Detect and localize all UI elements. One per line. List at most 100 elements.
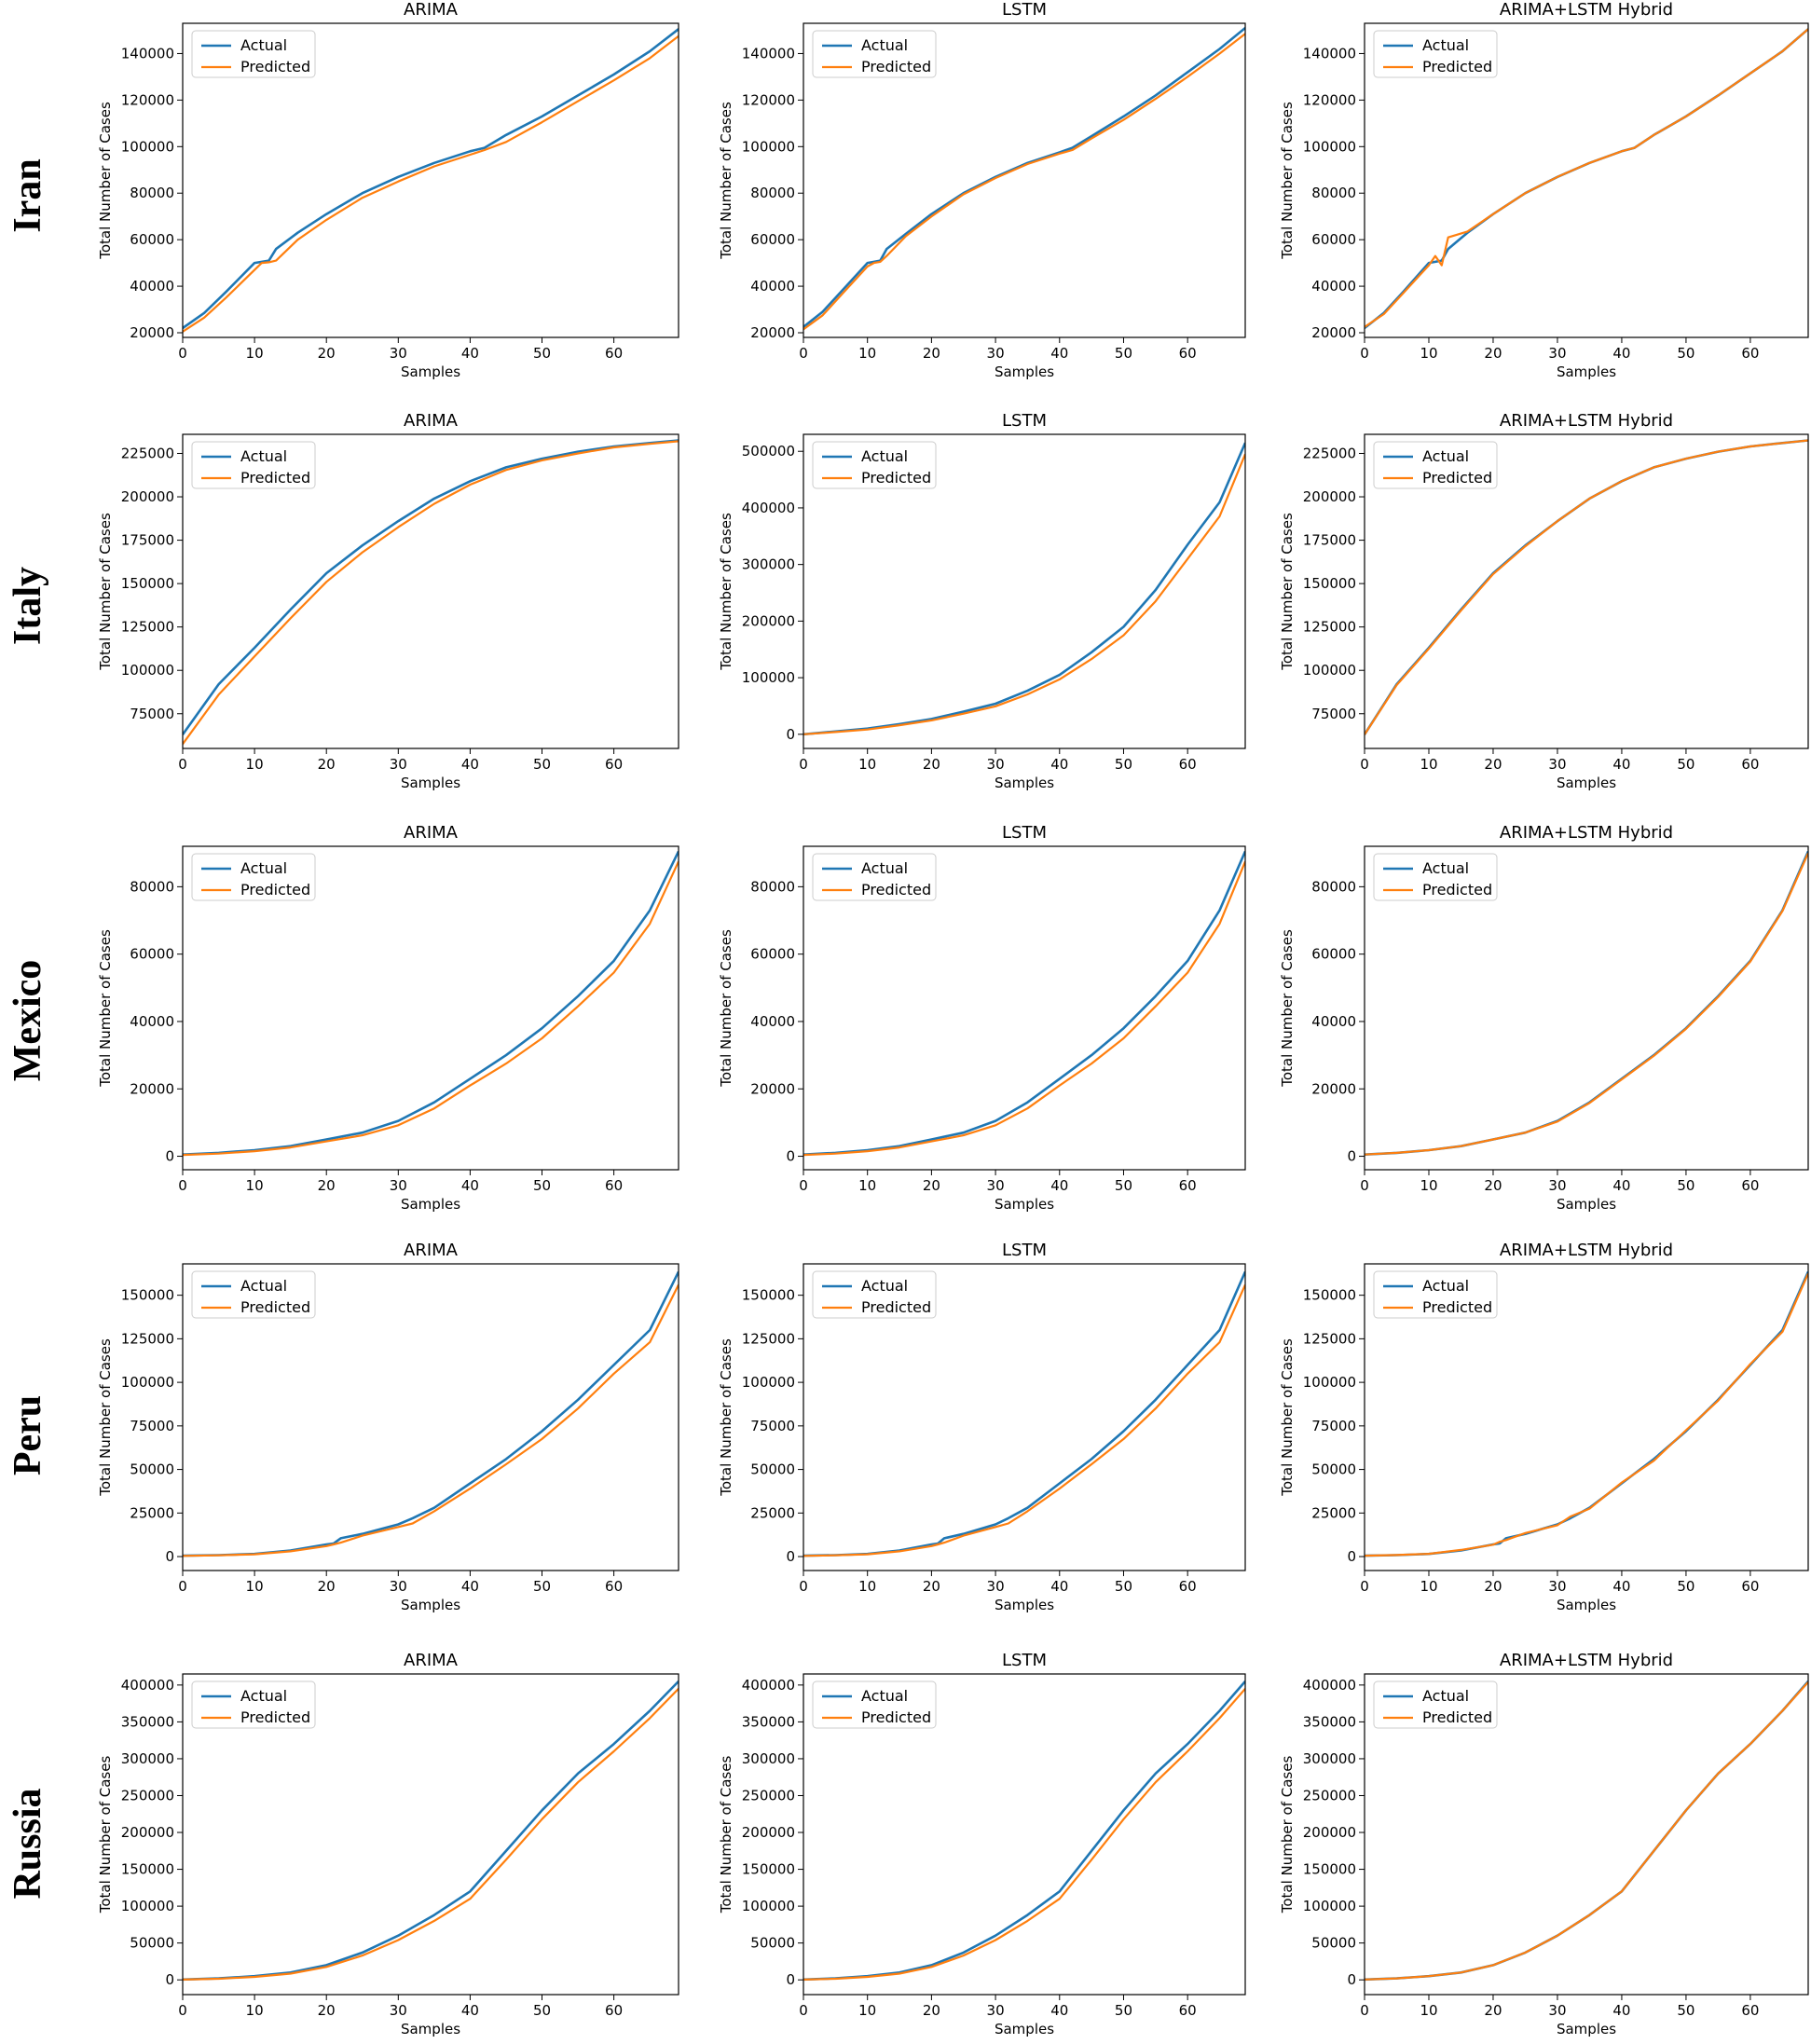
- panel-italy-arima-lstm-hybrid: ARIMA+LSTM Hybrid 0 10 20 30 40 50 60 75000 10000…: [1279, 411, 1809, 791]
- panel-peru-arima-lstm-hybrid-ytick-label: 75000: [1311, 1418, 1356, 1434]
- panel-russia-arima-ylabel: Total Number of Cases: [97, 1756, 114, 1914]
- panel-peru-arima-lstm-hybrid-ylabel: Total Number of Cases: [1279, 1338, 1296, 1497]
- panel-iran-arima-lstm-hybrid-legend-label-predicted: Predicted: [1422, 58, 1492, 75]
- panel-mexico-lstm-series-actual: [803, 850, 1245, 1156]
- panel-peru-arima-series-predicted: [183, 1283, 679, 1557]
- panel-iran-arima-frame: [182, 22, 679, 338]
- panel-italy-arima-lstm-hybrid-title: ARIMA+LSTM Hybrid: [1500, 411, 1673, 431]
- panel-italy-arima-ytick-label: 225000: [121, 445, 174, 461]
- panel-mexico-arima-ytick-label: 80000: [130, 878, 174, 895]
- panel-mexico-lstm-ytick-label: 0: [786, 1148, 795, 1165]
- panel-mexico-arima-xtick-label: 0: [178, 1177, 187, 1194]
- panel-russia-lstm-ylabel: Total Number of Cases: [718, 1756, 734, 1914]
- panel-russia-lstm: LSTM 0 10 20 30 40 50 60 0 50000 100000 150000 20000…: [718, 1651, 1246, 2037]
- panel-peru-arima-xtick-label: 50: [533, 1578, 551, 1595]
- panel-mexico-arima-lstm-hybrid-ytick-label: 20000: [1311, 1080, 1356, 1097]
- panel-iran-lstm-ytick-label: 20000: [750, 324, 795, 341]
- panel-mexico-lstm-xtick-label: 50: [1115, 1177, 1132, 1194]
- panel-peru-arima-lstm-hybrid-legend-label-predicted: Predicted: [1422, 1298, 1492, 1316]
- panel-mexico-lstm-xtick-label: 20: [923, 1177, 940, 1194]
- panel-peru-arima-title: ARIMA: [404, 1241, 459, 1260]
- panel-italy-arima-ytick-label: 200000: [121, 488, 174, 505]
- panel-iran-arima-xtick-label: 0: [178, 345, 187, 362]
- panel-peru-arima-lstm-hybrid-xtick-label: 10: [1420, 1578, 1437, 1595]
- panel-italy-lstm-xtick-label: 20: [923, 756, 940, 773]
- panel-mexico-lstm-xtick-label: 40: [1050, 1177, 1068, 1194]
- panel-mexico-arima-lstm-hybrid: ARIMA+LSTM Hybrid 0 10 20 30 40 50 60 0 20000 4000…: [1279, 823, 1809, 1213]
- panel-mexico-arima-xlabel: Samples: [401, 1196, 460, 1213]
- panel-mexico-arima-title: ARIMA: [404, 823, 459, 843]
- panel-mexico-arima-lstm-hybrid-xtick-label: 0: [1360, 1177, 1369, 1194]
- panel-peru-arima-lstm-hybrid-legend: [1373, 1270, 1498, 1319]
- panel-italy-arima-series-actual: [183, 439, 679, 735]
- panel-russia-arima-legend: [191, 1680, 316, 1729]
- panel-iran-arima-lstm-hybrid-xtick-label: 20: [1484, 345, 1502, 362]
- panel-iran-arima-xtick-label: 40: [461, 345, 479, 362]
- panel-italy-arima-lstm-hybrid-xtick-label: 0: [1360, 756, 1369, 773]
- panel-mexico-lstm-xtick-label: 30: [987, 1177, 1005, 1194]
- panel-peru-lstm-xlabel: Samples: [995, 1597, 1054, 1613]
- panel-italy-arima-lstm-hybrid-xtick-label: 30: [1548, 756, 1566, 773]
- panel-russia-lstm-ytick-label: 250000: [742, 1787, 795, 1804]
- panel-russia-arima-xtick-label: 50: [533, 2002, 551, 2019]
- panel-iran-lstm-ytick-label: 120000: [742, 91, 795, 108]
- panel-iran-arima-lstm-hybrid-ytick-label: 20000: [1311, 324, 1356, 341]
- panel-iran-lstm-ytick-label: 140000: [742, 45, 795, 62]
- panel-russia-lstm-legend-label-predicted: Predicted: [861, 1708, 931, 1726]
- panel-mexico-arima-lstm-hybrid-xtick-label: 30: [1548, 1177, 1566, 1194]
- panel-italy-arima-xtick-label: 0: [178, 756, 187, 773]
- panel-peru-arima-legend-label-predicted: Predicted: [240, 1298, 310, 1316]
- panel-mexico-arima-lstm-hybrid-xtick-label: 50: [1677, 1177, 1694, 1194]
- panel-mexico-arima-ytick-label: 40000: [130, 1013, 174, 1030]
- panel-russia-lstm-xtick-label: 40: [1050, 2002, 1068, 2019]
- panel-iran-lstm-title: LSTM: [1002, 0, 1047, 20]
- panel-russia-arima-lstm-hybrid-ytick-label: 100000: [1303, 1898, 1356, 1914]
- panel-mexico-arima-series-predicted: [183, 860, 679, 1157]
- panel-peru-lstm-xtick-label: 50: [1115, 1578, 1132, 1595]
- panel-iran-arima-lstm-hybrid-xtick-label: 60: [1741, 345, 1759, 362]
- panel-iran-arima-lstm-hybrid-xtick-label: 40: [1612, 345, 1630, 362]
- panel-iran-lstm-xlabel: Samples: [995, 364, 1054, 380]
- panel-iran-arima-lstm-hybrid-legend: [1373, 30, 1498, 78]
- panel-iran-lstm-legend-label-predicted: Predicted: [861, 58, 931, 75]
- panel-italy-arima-xtick-label: 50: [533, 756, 551, 773]
- panel-russia-arima-xtick-label: 60: [605, 2002, 623, 2019]
- panel-iran-lstm-ytick-label: 100000: [742, 138, 795, 155]
- panel-peru-arima-lstm-hybrid-ytick-label: 25000: [1311, 1504, 1356, 1521]
- panel-iran-arima-lstm-hybrid-xtick-label: 10: [1420, 345, 1437, 362]
- panel-iran-lstm-xtick-label: 0: [799, 345, 808, 362]
- panel-mexico-arima-legend-label-actual: Actual: [240, 859, 287, 877]
- panel-iran-arima-xtick-label: 20: [318, 345, 336, 362]
- panel-peru-arima-frame: [182, 1263, 679, 1571]
- panel-italy-arima-lstm-hybrid-ylabel: Total Number of Cases: [1279, 513, 1296, 671]
- panel-russia-lstm-ytick-label: 200000: [742, 1824, 795, 1841]
- panel-iran-lstm-ytick-label: 40000: [750, 278, 795, 295]
- panel-peru-arima-ylabel: Total Number of Cases: [97, 1338, 114, 1497]
- panel-mexico-lstm-legend-label-predicted: Predicted: [861, 881, 931, 899]
- panel-peru-lstm-xtick-label: 40: [1050, 1578, 1068, 1595]
- panel-italy-arima-legend-label-predicted: Predicted: [240, 469, 310, 487]
- panel-mexico-arima-lstm-hybrid-xlabel: Samples: [1557, 1196, 1616, 1213]
- panel-italy-arima-lstm-hybrid-xtick-label: 40: [1612, 756, 1630, 773]
- panel-russia-lstm-xtick-label: 30: [987, 2002, 1005, 2019]
- panel-italy-arima-frame: [182, 433, 679, 749]
- panel-iran-arima-series-actual: [183, 28, 679, 330]
- panel-iran-arima-lstm-hybrid-title: ARIMA+LSTM Hybrid: [1500, 0, 1673, 20]
- panel-mexico-arima-lstm-hybrid-ylabel: Total Number of Cases: [1279, 929, 1296, 1088]
- panel-peru-arima-lstm-hybrid-xtick-label: 30: [1548, 1578, 1566, 1595]
- panel-iran-arima-lstm-hybrid-xtick-label: 0: [1360, 345, 1369, 362]
- panel-mexico-lstm-ytick-label: 20000: [750, 1080, 795, 1097]
- panel-iran-arima-lstm-hybrid-series-predicted: [1365, 28, 1808, 328]
- panel-mexico-lstm-xtick-label: 0: [799, 1177, 808, 1194]
- panel-italy-arima-lstm-hybrid-ytick-label: 150000: [1303, 575, 1356, 592]
- panel-italy-lstm-xtick-label: 60: [1179, 756, 1197, 773]
- panel-peru-arima-lstm-hybrid-frame: [1364, 1263, 1809, 1571]
- panel-italy-lstm-ytick-label: 0: [786, 726, 795, 743]
- panel-italy-arima-lstm-hybrid-frame: [1364, 433, 1809, 749]
- panel-italy-arima-lstm-hybrid-ytick-label: 125000: [1303, 619, 1356, 636]
- panel-iran-arima-xtick-label: 10: [246, 345, 264, 362]
- panel-mexico-arima-legend: [191, 853, 316, 901]
- panel-russia-lstm-xtick-label: 50: [1115, 2002, 1132, 2019]
- panel-russia-arima-lstm-hybrid-xtick-label: 60: [1741, 2002, 1759, 2019]
- panel-peru-lstm-ytick-label: 125000: [742, 1330, 795, 1347]
